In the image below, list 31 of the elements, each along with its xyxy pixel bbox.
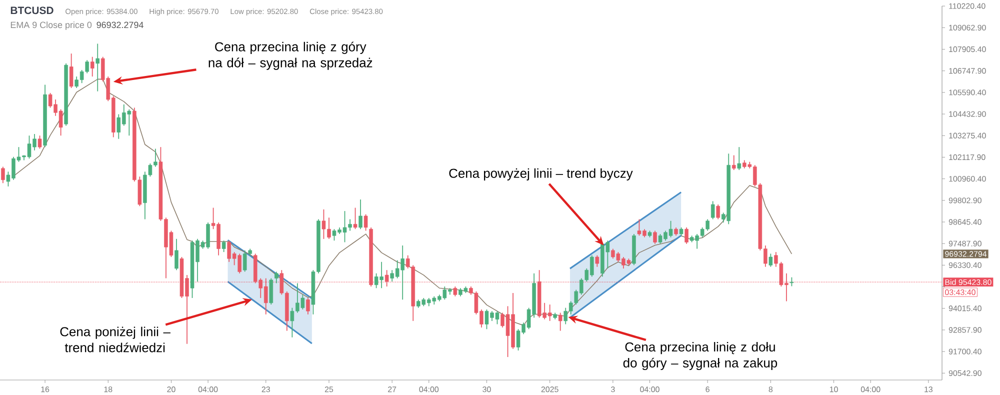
candlestick xyxy=(1,166,5,184)
annotation: Cena poniżej linii – trend niedźwiedzi xyxy=(60,326,170,352)
candlestick xyxy=(558,312,562,332)
candlestick xyxy=(732,154,736,170)
text: EMA 9 Close price 0 xyxy=(10,21,92,30)
candlestick xyxy=(306,298,310,315)
candlestick xyxy=(364,214,368,232)
candlestick xyxy=(90,56,94,77)
candlestick xyxy=(737,146,742,170)
candlestick xyxy=(595,254,600,268)
candlestick xyxy=(710,200,715,220)
candlestick xyxy=(453,286,458,297)
candlestick xyxy=(269,278,274,305)
candlestick xyxy=(274,271,278,284)
candlestick xyxy=(716,204,720,220)
candlestick xyxy=(768,253,773,268)
candlestick xyxy=(353,207,358,230)
annotation: Cena przecina linię z góry na dół – sygnał na sprzedaż xyxy=(208,42,372,70)
chart-title: BTCUSD xyxy=(10,6,54,14)
candlestick xyxy=(222,240,226,252)
candlestick xyxy=(384,270,389,287)
candlestick xyxy=(174,238,178,271)
candlestick xyxy=(653,230,657,244)
candlestick xyxy=(69,53,74,88)
candlestick xyxy=(358,199,362,230)
candlestick xyxy=(38,135,42,150)
annotation: 96932.2794 xyxy=(96,22,144,28)
annotation: Cena przecina linię z dołu do góry – sygnał na zakup xyxy=(623,342,778,370)
candlestick xyxy=(684,226,688,244)
candlestick xyxy=(96,43,100,92)
annotation: Cena powyżej linii – trend byczy xyxy=(449,168,633,180)
